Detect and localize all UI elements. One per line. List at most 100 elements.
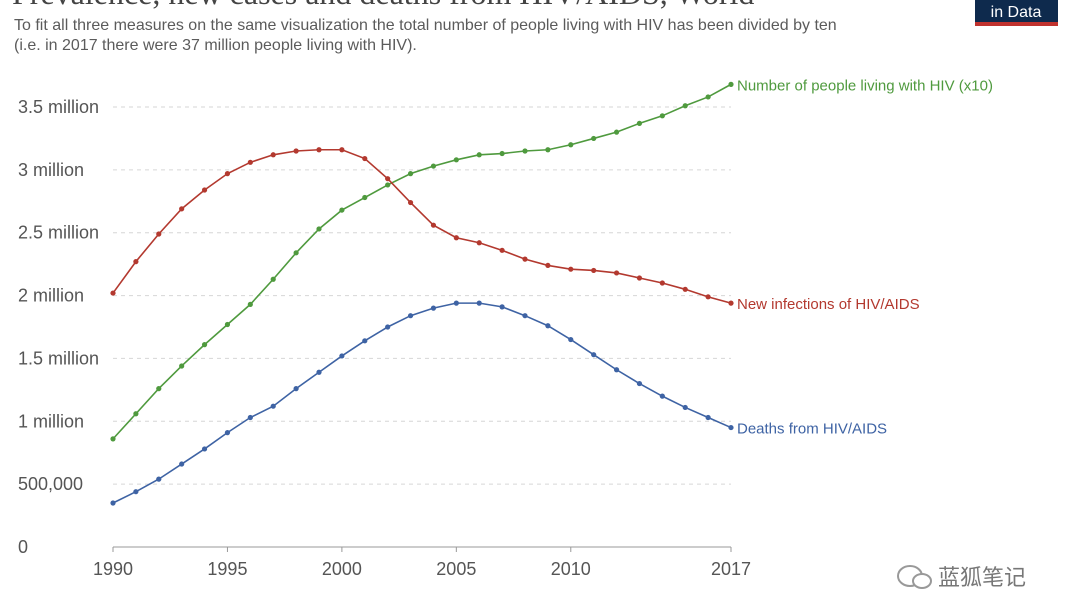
data-point [613,367,620,373]
data-point [430,222,437,228]
series-line [112,302,732,504]
data-point [224,321,231,328]
data-point [270,403,276,409]
data-point [247,414,253,421]
data-point [545,147,551,153]
series-label: Number of people living with HIV (x10) [737,77,993,94]
data-point [293,148,299,154]
data-point [316,147,322,153]
series-line [112,83,732,440]
data-point [430,305,437,311]
data-point [705,94,711,100]
data-point [293,386,299,392]
x-tick-label: 2010 [551,559,591,579]
data-point [591,135,597,142]
data-point [385,324,391,330]
data-point [179,461,185,467]
data-point [407,171,414,177]
data-point [659,113,665,119]
y-tick-label: 3.5 million [18,97,99,117]
data-point [522,148,528,154]
data-point [133,259,139,265]
data-point [545,323,551,329]
plot: 0 500,000 1 million 1.5 million 2 million 2.5… [18,77,993,579]
data-point [705,414,711,421]
y-tick-label: 3 million [18,160,84,180]
data-point [407,199,414,206]
watermark-text: 蓝狐笔记 [938,565,1026,590]
data-point [568,336,574,343]
logo-underline [975,22,1058,26]
data-point [705,294,711,300]
logo-text: in Data [991,4,1042,21]
data-point [591,352,597,358]
data-point [430,163,437,169]
data-point [499,150,505,157]
data-point [636,380,643,387]
series-line [112,148,732,304]
subtitle: (i.e. in 2017 there were 37 million peop… [14,37,417,54]
x-tick-label: 2000 [322,559,362,579]
watermark: 蓝狐笔记 [897,565,1026,590]
data-point [568,266,574,272]
data-point [453,300,459,306]
data-point [636,275,643,281]
data-point [156,386,162,392]
data-point [682,103,688,109]
data-point [133,489,139,495]
subtitle: To fit all three measures on the same vi… [14,17,837,34]
data-point [156,476,162,482]
watermark-icon [912,573,932,589]
data-point [568,142,574,148]
data-point [453,235,459,241]
y-tick-label: 1 million [18,411,84,431]
y-tick-label: 1.5 million [18,348,99,368]
data-point [110,436,116,442]
data-point [339,207,345,213]
data-point [362,338,368,344]
data-point [728,300,734,306]
x-tick-label: 1995 [207,559,247,579]
data-point [659,393,665,399]
y-tick-label: 0 [18,537,28,557]
data-point [179,206,185,212]
data-point [682,286,688,292]
data-point [385,176,391,182]
data-point [522,313,528,319]
data-point [293,250,299,256]
data-point [156,231,162,237]
data-point [270,152,276,158]
data-point [591,267,597,274]
y-tick-label: 2 million [18,286,84,306]
data-point [247,301,253,307]
data-point [201,342,208,348]
data-point [339,147,345,153]
data-point [453,157,459,163]
data-point [682,404,688,411]
data-point [385,182,391,188]
data-point [224,430,231,436]
data-point [522,256,528,262]
data-point [201,187,208,193]
data-point [316,226,322,232]
y-tick-label: 500,000 [18,474,83,494]
data-point [476,152,482,158]
x-tick-label: 2005 [436,559,476,579]
data-point [339,353,345,359]
data-point [133,411,139,417]
series-label: New infections of HIV/AIDS [737,296,920,313]
series-label: Deaths from HIV/AIDS [737,421,887,438]
data-point [407,313,414,319]
data-point [636,120,643,126]
chart-title: Prevalence, new cases and deaths from HI… [12,0,754,11]
data-point [179,363,185,369]
data-point [362,194,368,201]
logo-box [975,0,1058,23]
y-tick-label: 2.5 million [18,223,99,243]
data-point [476,240,482,246]
data-point [499,247,505,253]
data-point [316,369,322,375]
data-point [728,81,734,87]
